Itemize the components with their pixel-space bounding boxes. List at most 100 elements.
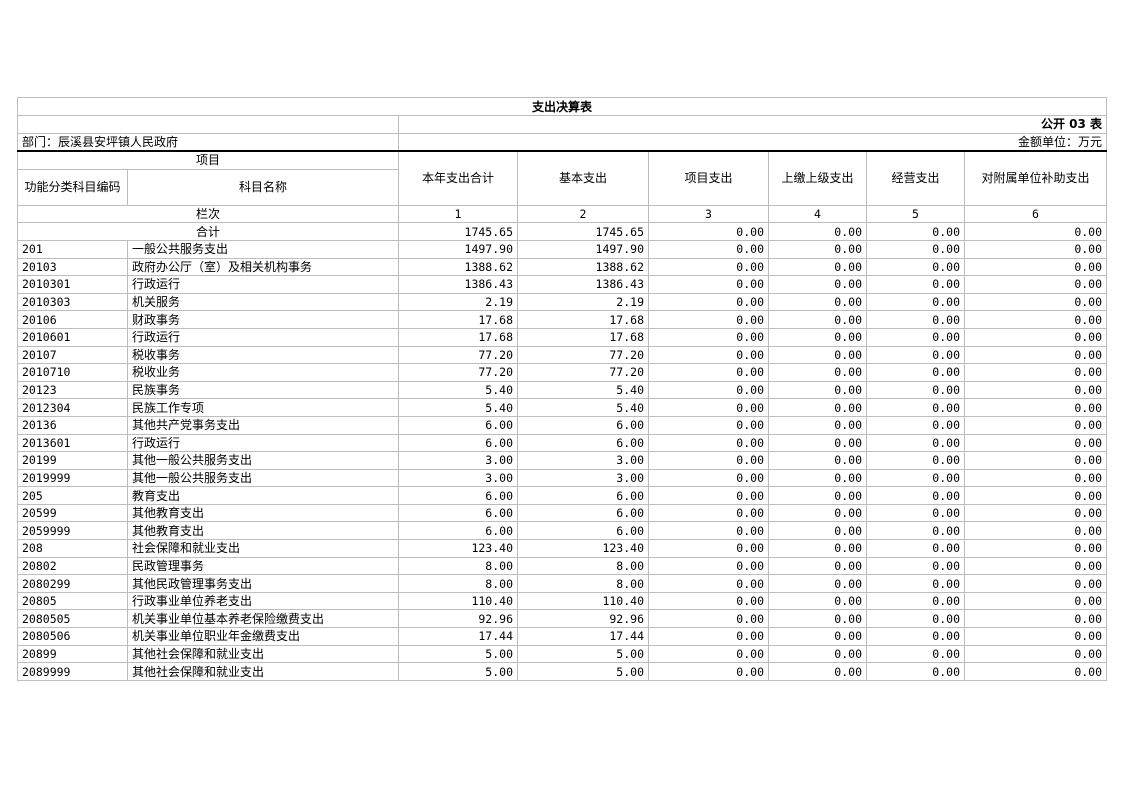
table-row: 2012304 民族工作专项 5.40 5.40 0.00 0.00 0.00 0.00 bbox=[17, 398, 1108, 417]
table-row: 2080299 其他民政管理事务支出 8.00 8.00 0.00 0.00 0.00 0.0… bbox=[17, 574, 1108, 593]
row-value: 17.44 bbox=[398, 627, 518, 646]
row-value: 0.00 bbox=[963, 433, 1108, 453]
row-code: 2010301 bbox=[17, 275, 128, 294]
row-code: 2080506 bbox=[17, 627, 128, 646]
row-value: 0.00 bbox=[963, 363, 1108, 382]
row-value: 0.00 bbox=[866, 609, 965, 629]
row-value: 0.00 bbox=[963, 662, 1108, 681]
row-value: 1388.62 bbox=[517, 257, 649, 277]
row-name: 其他民政管理事务支出 bbox=[127, 574, 399, 593]
row-value: 0.00 bbox=[768, 644, 867, 664]
row-value: 0.00 bbox=[963, 556, 1108, 576]
row-code: 2059999 bbox=[17, 521, 128, 541]
row-code: 2013601 bbox=[17, 433, 128, 453]
row-name: 民政管理事务 bbox=[127, 556, 399, 576]
table-row: 20199 其他一般公共服务支出 3.00 3.00 0.00 0.00 0.00 0.00 bbox=[17, 451, 1108, 470]
table-row: 2089999 其他社会保障和就业支出 5.00 5.00 0.00 0.00 0.00 0.… bbox=[17, 662, 1108, 681]
row-value: 110.40 bbox=[517, 591, 649, 611]
table-title: 支出决算表 bbox=[16, 97, 1108, 116]
row-name: 民族工作专项 bbox=[127, 398, 399, 417]
row-value: 0.00 bbox=[866, 363, 965, 382]
row-value: 5.00 bbox=[398, 644, 518, 664]
row-value: 3.00 bbox=[398, 468, 518, 488]
table-row: 201 一般公共服务支出 1497.90 1497.90 0.00 0.00 0.00 0.0… bbox=[17, 239, 1108, 259]
row-name: 一般公共服务支出 bbox=[127, 239, 399, 259]
row-name: 民族事务 bbox=[127, 380, 399, 400]
row-value: 0.00 bbox=[963, 292, 1108, 312]
row-value: 0.00 bbox=[866, 627, 965, 646]
header-upper: 上缴上级支出 bbox=[768, 150, 867, 206]
row-value: 0.00 bbox=[768, 609, 867, 629]
row-value: 0.00 bbox=[648, 239, 769, 259]
table-row: 2010601 行政运行 17.68 17.68 0.00 0.00 0.00 0.00 bbox=[17, 327, 1108, 347]
row-value: 0.00 bbox=[963, 451, 1108, 470]
row-value: 5.00 bbox=[517, 644, 649, 664]
blank-cell bbox=[17, 115, 399, 134]
row-value: 0.00 bbox=[866, 239, 965, 259]
header-basic: 基本支出 bbox=[517, 150, 649, 206]
row-value: 17.44 bbox=[517, 627, 649, 646]
row-value: 0.00 bbox=[866, 486, 965, 505]
header-code: 功能分类科目编码 bbox=[17, 168, 128, 206]
row-value: 77.20 bbox=[517, 345, 649, 365]
row-value: 0.00 bbox=[866, 574, 965, 593]
row-value: 0.00 bbox=[768, 292, 867, 312]
row-value: 17.68 bbox=[517, 310, 649, 329]
row-value: 1497.90 bbox=[517, 239, 649, 259]
row-name: 其他共产党事务支出 bbox=[127, 415, 399, 435]
row-value: 77.20 bbox=[398, 363, 518, 382]
table-row: 20103 政府办公厅（室）及相关机构事务 1388.62 1388.62 0.00 0.… bbox=[17, 257, 1108, 277]
row-value: 0.00 bbox=[963, 521, 1108, 541]
total-value: 0.00 bbox=[866, 222, 965, 241]
row-value: 0.00 bbox=[963, 503, 1108, 523]
row-code: 2012304 bbox=[17, 398, 128, 417]
row-name: 行政运行 bbox=[127, 275, 399, 294]
row-value: 0.00 bbox=[866, 521, 965, 541]
row-name: 税收事务 bbox=[127, 345, 399, 365]
row-value: 0.00 bbox=[648, 521, 769, 541]
row-value: 0.00 bbox=[768, 503, 867, 523]
row-value: 0.00 bbox=[866, 503, 965, 523]
row-value: 17.68 bbox=[517, 327, 649, 347]
row-value: 0.00 bbox=[648, 574, 769, 593]
row-value: 0.00 bbox=[866, 556, 965, 576]
row-value: 1388.62 bbox=[398, 257, 518, 277]
column-number: 2 bbox=[517, 204, 649, 224]
row-code: 205 bbox=[17, 486, 128, 505]
table-row: 20136 其他共产党事务支出 6.00 6.00 0.00 0.00 0.00 0.00 bbox=[17, 415, 1108, 435]
table-row: 20899 其他社会保障和就业支出 5.00 5.00 0.00 0.00 0.00 0.00 bbox=[17, 644, 1108, 664]
row-value: 8.00 bbox=[517, 574, 649, 593]
row-value: 0.00 bbox=[963, 486, 1108, 505]
row-value: 0.00 bbox=[648, 257, 769, 277]
row-code: 20802 bbox=[17, 556, 128, 576]
row-value: 5.00 bbox=[398, 662, 518, 681]
table-row: 2019999 其他一般公共服务支出 3.00 3.00 0.00 0.00 0.00 0.0… bbox=[17, 468, 1108, 488]
row-value: 2.19 bbox=[398, 292, 518, 312]
row-value: 0.00 bbox=[768, 415, 867, 435]
row-value: 2.19 bbox=[517, 292, 649, 312]
row-code: 2019999 bbox=[17, 468, 128, 488]
row-value: 1497.90 bbox=[398, 239, 518, 259]
column-index-label: 栏次 bbox=[17, 204, 399, 224]
column-number: 1 bbox=[398, 204, 518, 224]
table-row: 20107 税收事务 77.20 77.20 0.00 0.00 0.00 0.00 bbox=[17, 345, 1108, 365]
total-value: 0.00 bbox=[768, 222, 867, 241]
row-value: 6.00 bbox=[398, 521, 518, 541]
row-code: 20599 bbox=[17, 503, 128, 523]
row-code: 20899 bbox=[17, 644, 128, 664]
row-name: 行政运行 bbox=[127, 327, 399, 347]
row-value: 0.00 bbox=[648, 415, 769, 435]
row-value: 0.00 bbox=[768, 275, 867, 294]
row-name: 其他社会保障和就业支出 bbox=[127, 662, 399, 681]
row-value: 0.00 bbox=[963, 415, 1108, 435]
row-value: 0.00 bbox=[648, 310, 769, 329]
row-name: 行政事业单位养老支出 bbox=[127, 591, 399, 611]
row-value: 0.00 bbox=[648, 609, 769, 629]
row-code: 2089999 bbox=[17, 662, 128, 681]
row-code: 201 bbox=[17, 239, 128, 259]
row-value: 6.00 bbox=[398, 433, 518, 453]
row-value: 0.00 bbox=[768, 363, 867, 382]
row-value: 0.00 bbox=[768, 433, 867, 453]
row-value: 6.00 bbox=[517, 503, 649, 523]
header-business: 经营支出 bbox=[866, 150, 965, 206]
